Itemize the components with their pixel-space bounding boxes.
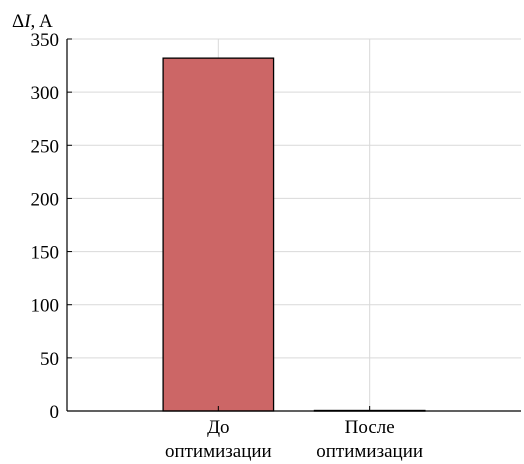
y-tick-label: 350: [31, 30, 60, 51]
x-category-label: После оптимизации: [316, 417, 423, 462]
y-axis-label: ΔI, A: [12, 11, 53, 32]
axes: [66, 38, 521, 412]
y-tick-label: 250: [31, 136, 60, 157]
y-tick-label: 300: [31, 83, 60, 104]
bar: [162, 57, 275, 412]
y-tick-label: 100: [31, 296, 60, 317]
y-tick-label: 0: [50, 402, 60, 423]
y-tick-label: 200: [31, 189, 60, 210]
y-tick-label: 150: [31, 243, 60, 264]
grid-lines: [67, 38, 521, 411]
labels: 0 50 100 150 200 250 300 350 До оптимизации После о…: [12, 11, 423, 462]
bars: [162, 57, 426, 412]
y-tick-label: 50: [40, 349, 59, 370]
x-category-label: До оптимизации: [165, 417, 272, 462]
